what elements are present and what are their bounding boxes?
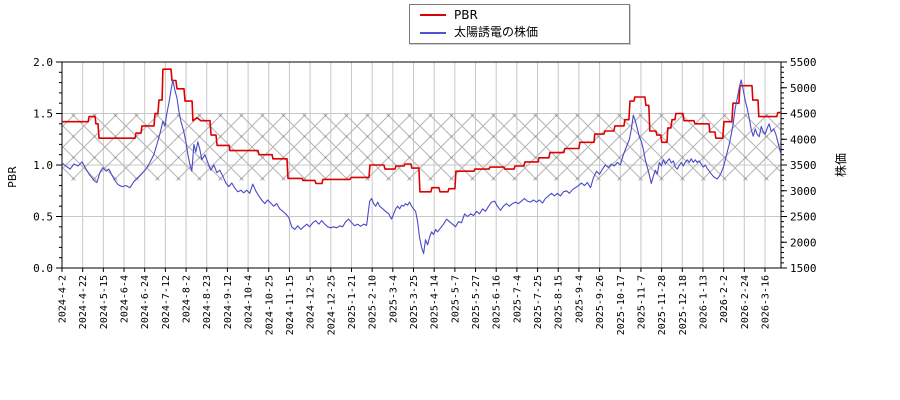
- x-tick-label: 2025-8-15: [554, 275, 565, 329]
- legend-item-price: 太陽誘電の株価: [410, 24, 629, 41]
- y-right-tick-label: 2500: [790, 211, 817, 224]
- x-tick-label: 2025-2-10: [368, 275, 379, 329]
- y-right-tick-label: 5000: [790, 82, 817, 95]
- x-tick-label: 2025-5-27: [471, 275, 482, 329]
- x-tick-label: 2025-3-4: [388, 275, 399, 323]
- x-tick-label: 2024-10-4: [244, 275, 255, 329]
- x-tick-label: 2024-8-2: [182, 275, 193, 323]
- y-right-tick-label: 5500: [790, 56, 817, 69]
- x-tick-label: 2024-4-22: [78, 275, 89, 329]
- x-tick-label: 2024-10-25: [264, 275, 275, 335]
- x-tick-label: 2025-6-16: [492, 275, 503, 329]
- x-tick-label: 2024-12-5: [306, 275, 317, 329]
- x-tick-label: 2024-6-4: [120, 275, 131, 323]
- y-left-tick-label: 1.0: [33, 159, 53, 172]
- x-tick-label: 2025-9-26: [595, 275, 606, 329]
- legend-label-price: 太陽誘電の株価: [454, 25, 539, 40]
- y-right-tick-label: 4000: [790, 133, 817, 146]
- y-right-tick-label: 1500: [790, 262, 817, 275]
- pbr-line: [62, 68, 781, 193]
- x-tick-label: 2024-7-12: [161, 275, 172, 329]
- legend-item-pbr: PBR: [410, 7, 629, 24]
- x-tick-label: 2026-1-13: [698, 275, 709, 329]
- y-right-tick-label: 3500: [790, 159, 817, 172]
- right-axis-title: 株価: [833, 153, 848, 177]
- legend-label-pbr: PBR: [454, 7, 478, 22]
- x-tick-label: 2024-9-12: [223, 275, 234, 329]
- x-tick-label: 2025-11-28: [657, 275, 668, 335]
- y-right-tick-label: 4500: [790, 108, 817, 121]
- x-tick-label: 2024-4-2: [58, 275, 69, 323]
- x-tick-label: 2025-3-25: [409, 275, 420, 329]
- y-right-tick-label: 3000: [790, 185, 817, 198]
- x-tick-label: 2024-11-15: [285, 275, 296, 335]
- x-tick-label: 2025-5-7: [450, 275, 461, 323]
- x-tick-label: 2024-5-15: [99, 275, 110, 329]
- chart-legend: PBR 太陽誘電の株価: [409, 4, 630, 44]
- x-tick-label: 2025-4-14: [430, 275, 441, 329]
- x-tick-label: 2025-9-4: [574, 275, 585, 323]
- x-tick-label: 2024-12-25: [326, 275, 337, 335]
- x-tick-label: 2026-2-2: [719, 275, 730, 323]
- x-tick-label: 2025-7-4: [512, 275, 523, 323]
- x-tick-label: 2025-7-25: [533, 275, 544, 329]
- x-tick-label: 2025-11-7: [636, 275, 647, 329]
- y-left-tick-label: 2.0: [33, 56, 53, 69]
- x-tick-label: 2024-8-23: [202, 275, 213, 329]
- x-tick-label: 2026-2-24: [740, 275, 751, 329]
- y-left-tick-label: 1.5: [33, 108, 53, 121]
- pbr-line-swatch: [420, 14, 446, 17]
- x-tick-label: 2025-12-18: [678, 275, 689, 335]
- price-line-swatch: [420, 31, 446, 34]
- x-tick-label: 2025-1-21: [347, 275, 358, 329]
- y-left-tick-label: 0.0: [33, 262, 53, 275]
- y-left-tick-label: 0.5: [33, 211, 53, 224]
- left-axis-title: PBR: [6, 166, 19, 188]
- y-right-tick-label: 2000: [790, 236, 817, 249]
- price-line: [61, 79, 782, 255]
- x-tick-label: 2026-3-16: [761, 275, 772, 329]
- pbr-band: [62, 113, 781, 181]
- x-tick-label: 2025-10-17: [616, 275, 627, 335]
- x-tick-label: 2024-6-24: [140, 275, 151, 329]
